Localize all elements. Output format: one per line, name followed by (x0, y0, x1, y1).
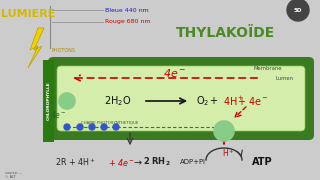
Text: 2H$_2$O: 2H$_2$O (104, 94, 132, 108)
FancyBboxPatch shape (48, 57, 314, 140)
Bar (43, 60, 54, 142)
Circle shape (89, 124, 95, 130)
Circle shape (214, 121, 234, 141)
Text: Membrane: Membrane (254, 66, 282, 71)
Text: THYLAKOÏDE: THYLAKOÏDE (175, 26, 275, 40)
Text: 2R + 4H$^+$: 2R + 4H$^+$ (55, 156, 96, 168)
Text: Rouge 680 nm: Rouge 680 nm (105, 19, 150, 24)
Polygon shape (28, 28, 44, 68)
Text: source: ...
© ALT: source: ... © ALT (5, 171, 22, 179)
Circle shape (101, 124, 107, 130)
Text: + 4e$^-$: + 4e$^-$ (237, 95, 269, 107)
Text: H$^+$: H$^+$ (221, 147, 235, 159)
Text: ADP+Pi: ADP+Pi (180, 159, 206, 165)
Circle shape (59, 93, 75, 109)
Text: $\mathbf{2\ RH_2}$: $\mathbf{2\ RH_2}$ (143, 156, 171, 168)
Text: Lumen: Lumen (276, 76, 294, 82)
Text: LUMIERE: LUMIERE (1, 9, 55, 19)
Text: CHLOROPHYLLE: CHLOROPHYLLE (46, 82, 51, 120)
Text: 4e$^-$: 4e$^-$ (164, 67, 187, 79)
Text: CHAINE PHOTOSYNTHETIQUE: CHAINE PHOTOSYNTHETIQUE (81, 120, 139, 124)
Text: +: + (211, 96, 221, 106)
Text: $\rightarrow$: $\rightarrow$ (132, 157, 144, 167)
Text: 4H$^+$: 4H$^+$ (223, 94, 245, 107)
FancyBboxPatch shape (57, 66, 305, 131)
Text: 5D: 5D (294, 8, 302, 12)
Circle shape (64, 124, 70, 130)
Text: PHOTONS: PHOTONS (52, 48, 76, 53)
Circle shape (287, 0, 309, 21)
Text: ATP: ATP (252, 157, 272, 167)
Text: 4e$^-$: 4e$^-$ (50, 109, 66, 120)
Circle shape (113, 124, 119, 130)
Text: O$_2$: O$_2$ (196, 94, 210, 108)
Circle shape (77, 124, 83, 130)
Text: + 4e$^-$: + 4e$^-$ (108, 156, 135, 168)
Text: Bleue 440 nm: Bleue 440 nm (105, 8, 149, 12)
